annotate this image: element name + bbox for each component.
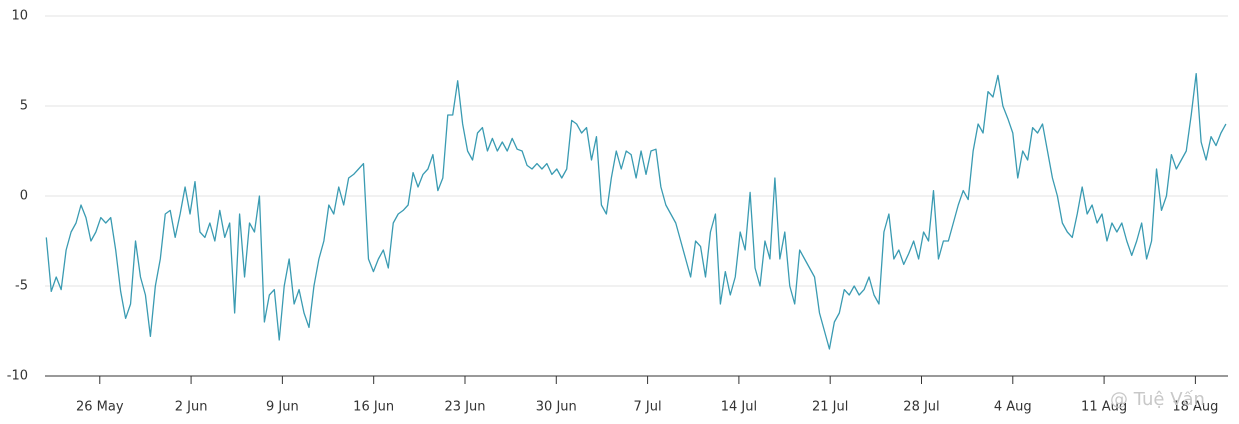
- line: [45, 72, 1227, 350]
- x-tick-label: 26 May: [76, 400, 124, 415]
- y-tick-label: -5: [15, 279, 28, 294]
- x-tick-label: 14 Jul: [721, 400, 757, 415]
- watermark: @ Tuệ Vấn: [1110, 389, 1205, 410]
- x-tick-label: 18 Aug: [1172, 400, 1218, 415]
- x-tick-label: 2 Jun: [175, 400, 208, 415]
- x-tick-label: 9 Jun: [266, 400, 299, 415]
- x-tick-label: 7 Jul: [634, 400, 662, 415]
- x-tick-label: 28 Jul: [903, 400, 939, 415]
- x-tick-label: 16 Jun: [353, 400, 394, 415]
- x-tick-label: 11 Aug: [1081, 400, 1127, 415]
- x-tick-label: 30 Jun: [536, 400, 577, 415]
- y-tick-label: 5: [20, 99, 28, 114]
- x-tick-label: 21 Jul: [812, 400, 848, 415]
- y-tick-label: -10: [7, 369, 28, 384]
- x-tick-label: 4 Aug: [994, 400, 1032, 415]
- y-tick-label: 0: [20, 189, 28, 204]
- x-tick-label: 23 Jun: [444, 400, 485, 415]
- y-tick-label: 10: [11, 9, 28, 24]
